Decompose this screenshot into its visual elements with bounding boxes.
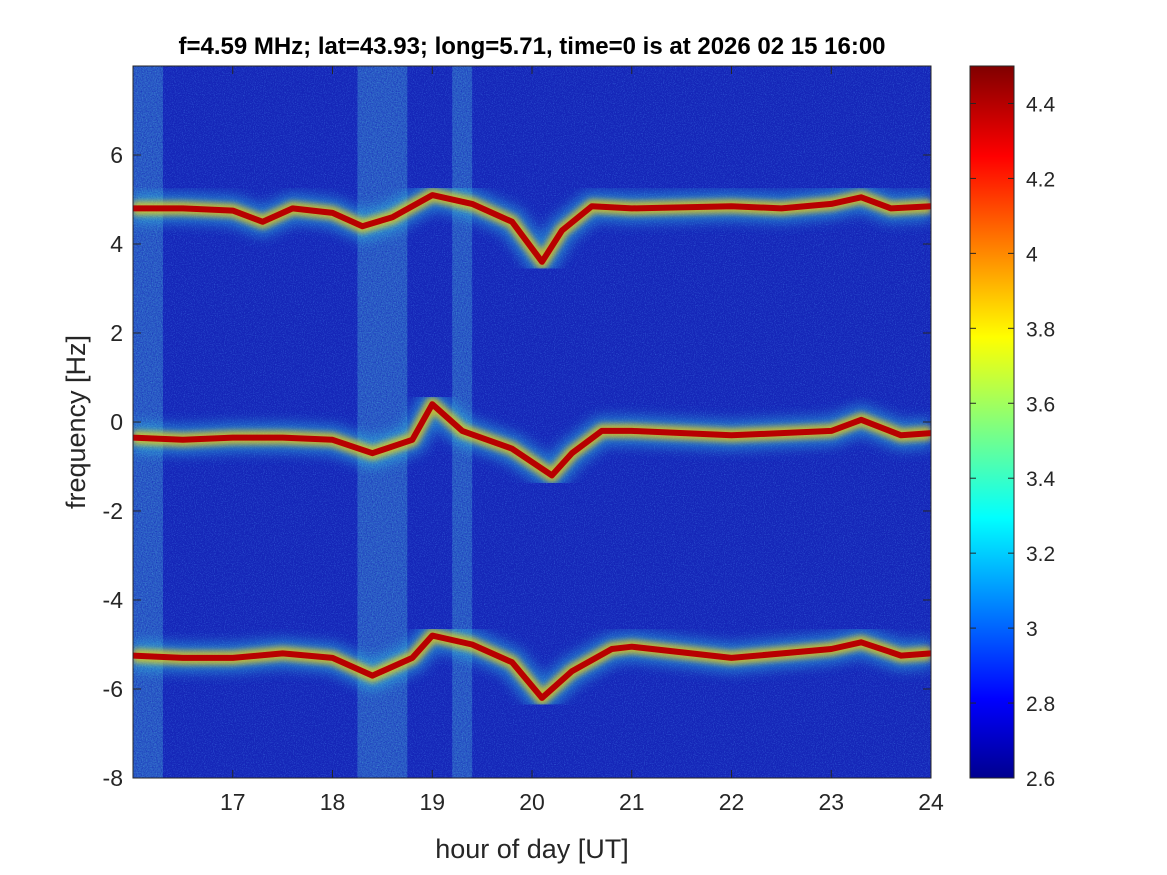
echo-traces: [133, 180, 931, 713]
colorbar-tick-label: 2.6: [1026, 768, 1055, 791]
trace-upper: [133, 192, 931, 265]
plot-area: [133, 66, 931, 778]
y-tick-label: 6: [110, 142, 123, 168]
y-tick-label: 2: [110, 320, 123, 346]
chart-title: f=4.59 MHz; lat=43.93; long=5.71, time=0…: [178, 33, 885, 60]
y-tick-label: -8: [103, 765, 123, 791]
y-tick-label: 4: [110, 231, 123, 257]
colorbar-tick-label: 3: [1026, 618, 1038, 641]
y-axis-label: frequency [Hz]: [61, 335, 91, 509]
colorbar-tick-label: 4.2: [1026, 168, 1055, 191]
colorbar-tick-label: 3.4: [1026, 468, 1056, 491]
x-tick-label: 19: [419, 789, 445, 815]
x-tick-label: 22: [719, 789, 745, 815]
colorbar-gradient: [969, 65, 1015, 779]
colorbar-tick-label: 4.4: [1026, 93, 1056, 116]
colorbar: 2.6 2.8 3 3.2 3.4 3.6 3.8 4 4.2 4.4: [969, 65, 1056, 791]
trace-lower: [133, 632, 931, 701]
x-tick-label: 20: [519, 789, 545, 815]
colorbar-tick-label: 2.8: [1026, 693, 1055, 716]
colorbar-tick-label: 3.6: [1026, 393, 1055, 416]
colorbar-ticks: 2.6 2.8 3 3.2 3.4 3.6 3.8 4 4.2 4.4: [970, 93, 1056, 791]
x-axis-label: hour of day [UT]: [435, 834, 629, 864]
colorbar-tick-label: 4: [1026, 243, 1038, 266]
y-tick-label: -2: [103, 498, 123, 524]
y-tick-label: -6: [103, 676, 123, 702]
trace-center: [133, 401, 931, 479]
y-tick-label: -4: [103, 587, 124, 613]
x-tick-label: 21: [619, 789, 645, 815]
x-tick-label: 23: [818, 789, 844, 815]
x-tick-label: 24: [918, 789, 944, 815]
colorbar-tick-label: 3.8: [1026, 318, 1055, 341]
x-tick-label: 17: [220, 789, 246, 815]
y-tick-label: 0: [110, 409, 123, 435]
colorbar-tick-label: 3.2: [1026, 543, 1055, 566]
x-tick-label: 18: [320, 789, 346, 815]
